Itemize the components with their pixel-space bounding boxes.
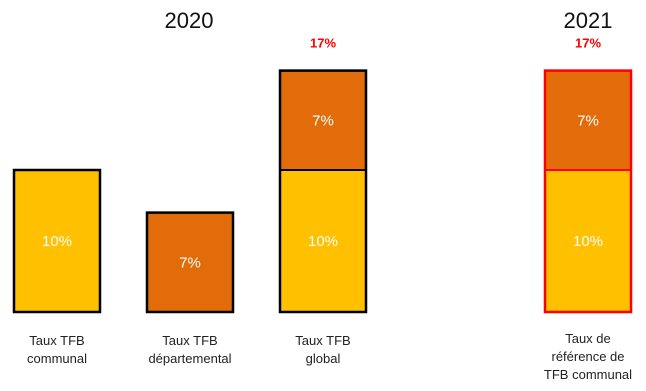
category-label: départemental [148,351,231,366]
category-label: communal [27,351,87,366]
category-label: TFB communal [544,367,632,382]
category-label: référence de [552,349,625,364]
category-label: Taux TFB [29,333,84,348]
segment-value-label: 7% [179,254,201,271]
segment-value-label: 10% [42,233,72,250]
category-label: Taux TFB [295,333,350,348]
segment-value-label: 10% [308,233,338,250]
year-label-2020: 2020 [165,8,214,33]
segment-value-label: 10% [573,233,603,250]
total-value-label: 17% [575,36,601,51]
segment-value-label: 7% [577,112,599,129]
bar-segment-2-0 [279,169,367,313]
bar-segment-1-0 [146,211,234,314]
bar-outline-1 [145,211,235,314]
category-label: Taux de [565,331,611,346]
bar-outline-0 [12,168,102,314]
bar-segment-0-0 [13,169,101,313]
category-label: Taux TFB [162,333,217,348]
bar-segment-2-1 [279,69,367,171]
bar-outline-2 [278,69,368,314]
total-value-label: 17% [310,36,336,51]
segment-value-label: 7% [312,112,334,129]
year-label-2021: 2021 [564,8,613,33]
bar-outline-3 [543,69,633,314]
category-label: global [306,351,341,366]
